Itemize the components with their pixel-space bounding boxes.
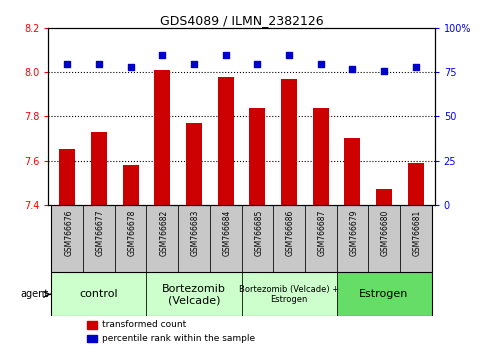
Text: transformed count: transformed count bbox=[102, 320, 186, 329]
Text: Estrogen: Estrogen bbox=[359, 289, 409, 299]
Point bbox=[285, 52, 293, 58]
Point bbox=[190, 61, 198, 67]
Bar bbox=[146, 205, 178, 272]
Point bbox=[127, 64, 134, 70]
Point bbox=[317, 61, 325, 67]
Text: percentile rank within the sample: percentile rank within the sample bbox=[102, 334, 256, 343]
Bar bbox=[337, 272, 431, 316]
Point bbox=[63, 61, 71, 67]
Text: GSM766676: GSM766676 bbox=[64, 210, 73, 257]
Bar bbox=[368, 205, 400, 272]
Point bbox=[95, 61, 103, 67]
Bar bbox=[313, 108, 328, 205]
Text: GSM766680: GSM766680 bbox=[381, 210, 390, 256]
Bar bbox=[87, 321, 97, 329]
Point bbox=[349, 66, 356, 72]
Bar bbox=[249, 108, 265, 205]
Point bbox=[254, 61, 261, 67]
Bar bbox=[400, 205, 431, 272]
Text: GSM766686: GSM766686 bbox=[286, 210, 295, 256]
Text: GSM766677: GSM766677 bbox=[96, 210, 105, 257]
Bar bbox=[242, 205, 273, 272]
Bar bbox=[87, 335, 97, 342]
Text: GSM766678: GSM766678 bbox=[128, 210, 137, 256]
Text: Bortezomib (Velcade) +
Estrogen: Bortezomib (Velcade) + Estrogen bbox=[239, 285, 339, 304]
Text: GSM766682: GSM766682 bbox=[159, 210, 169, 256]
Point bbox=[412, 64, 420, 70]
Text: GSM766687: GSM766687 bbox=[318, 210, 327, 256]
Point bbox=[158, 52, 166, 58]
Point bbox=[222, 52, 229, 58]
Bar bbox=[408, 163, 424, 205]
Bar bbox=[337, 205, 368, 272]
Text: GSM766683: GSM766683 bbox=[191, 210, 200, 256]
Bar bbox=[281, 79, 297, 205]
Bar bbox=[210, 205, 242, 272]
Bar bbox=[242, 272, 337, 316]
Text: GSM766679: GSM766679 bbox=[349, 210, 358, 257]
Bar bbox=[123, 165, 139, 205]
Bar bbox=[186, 123, 202, 205]
Bar bbox=[91, 132, 107, 205]
Bar bbox=[146, 272, 242, 316]
Bar bbox=[305, 205, 337, 272]
Bar bbox=[376, 189, 392, 205]
Text: GSM766684: GSM766684 bbox=[223, 210, 232, 256]
Text: control: control bbox=[80, 289, 118, 299]
Text: GSM766685: GSM766685 bbox=[255, 210, 263, 256]
Bar bbox=[273, 205, 305, 272]
Bar bbox=[83, 205, 115, 272]
Bar bbox=[344, 138, 360, 205]
Bar bbox=[178, 205, 210, 272]
Bar bbox=[155, 70, 170, 205]
Bar bbox=[115, 205, 146, 272]
Text: GSM766681: GSM766681 bbox=[413, 210, 422, 256]
Text: agent: agent bbox=[21, 289, 49, 299]
Bar bbox=[52, 205, 83, 272]
Bar bbox=[59, 149, 75, 205]
Bar bbox=[218, 77, 234, 205]
Title: GDS4089 / ILMN_2382126: GDS4089 / ILMN_2382126 bbox=[160, 14, 323, 27]
Bar bbox=[52, 272, 146, 316]
Text: Bortezomib
(Velcade): Bortezomib (Velcade) bbox=[162, 284, 226, 305]
Point bbox=[380, 68, 388, 73]
